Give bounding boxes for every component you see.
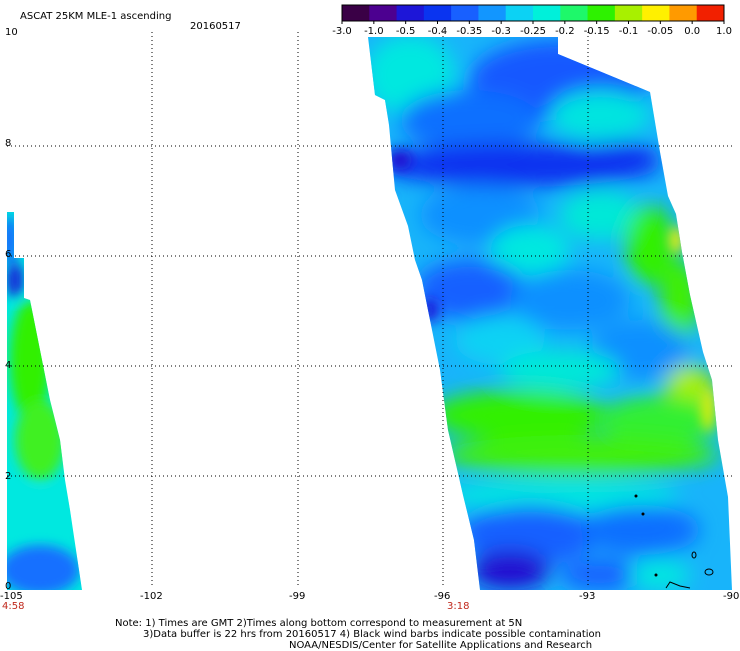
colorbar-tick-label: -0.25 — [520, 26, 546, 37]
colorbar-swatch — [642, 5, 670, 21]
swath-west — [7, 212, 82, 590]
colorbar-swatch — [533, 5, 561, 21]
colorbar-tick-label: 1.0 — [716, 26, 732, 37]
colorbar-tick-label: -0.5 — [396, 26, 416, 37]
lat-label-6: 6 — [5, 249, 12, 260]
lat-label-0: 0 — [5, 581, 12, 592]
colorbar-tick-label: -0.1 — [619, 26, 639, 37]
wind-barbs-contamination — [634, 494, 714, 589]
colorbar-swatch — [342, 5, 370, 21]
colorbar-swatch — [505, 5, 534, 21]
lon-label-105: -105 — [0, 591, 23, 602]
swath-east — [358, 37, 732, 590]
colorbar-tick-label: -0.2 — [555, 26, 575, 37]
product-title: ASCAT 25KM MLE-1 ascending — [20, 11, 172, 22]
lat-label-4: 4 — [5, 360, 12, 371]
lon-label-96: -96 — [434, 591, 451, 602]
lon-label-93: -93 — [579, 591, 596, 602]
colorbar-swatch — [669, 5, 698, 21]
colorbar-swatch — [369, 5, 398, 21]
colorbar-tick-label: -0.35 — [456, 26, 482, 37]
colorbar-tick-label: -1.0 — [364, 26, 384, 37]
colorbar-swatch — [587, 5, 616, 21]
colorbar-swatch — [423, 5, 452, 21]
lat-label-8: 8 — [5, 138, 12, 149]
time-label-east: 3:18 — [447, 601, 470, 612]
note-line-3: NOAA/NESDIS/Center for Satellite Applica… — [289, 640, 593, 651]
colorbar-swatch — [451, 5, 479, 21]
product-date: 20160517 — [190, 21, 241, 32]
note-line-2: 3)Data buffer is 22 hrs from 20160517 4)… — [143, 629, 601, 640]
colorbar-tick-label: -0.05 — [647, 26, 673, 37]
colorbar-tick-label: -3.0 — [332, 26, 352, 37]
colorbar-tick-label: 0.0 — [684, 26, 700, 37]
colorbar-tick-label: -0.4 — [428, 26, 448, 37]
note-line-1: Note: 1) Times are GMT 2)Times along bot… — [115, 618, 523, 629]
lat-label-10: 10 — [5, 27, 18, 38]
colorbar-tick-label: -0.3 — [491, 26, 511, 37]
lon-label-90: -90 — [723, 591, 740, 602]
colorbar-swatch — [560, 5, 589, 21]
lat-label-2: 2 — [5, 471, 12, 482]
colorbar-swatch — [696, 5, 725, 21]
lat-lon-grid — [7, 32, 733, 587]
time-label-west: 4:58 — [2, 601, 25, 612]
colorbar-swatch — [396, 5, 425, 21]
colorbar-swatch — [614, 5, 643, 21]
colorbar-tick-label: -0.15 — [584, 26, 610, 37]
lon-label-99: -99 — [289, 591, 306, 602]
lon-label-102: -102 — [140, 591, 163, 602]
colorbar-swatch — [478, 5, 507, 21]
colorbar: -3.0 -1.0 -0.5 -0.4 -0.35 -0.3 -0.25 -0.2 -0.15-… — [332, 4, 732, 37]
